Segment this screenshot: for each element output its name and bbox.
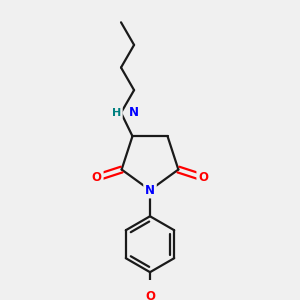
Text: O: O xyxy=(145,290,155,300)
Text: O: O xyxy=(198,171,208,184)
Text: O: O xyxy=(92,171,102,184)
Text: H: H xyxy=(112,108,121,118)
Text: N: N xyxy=(128,106,139,119)
Text: N: N xyxy=(145,184,155,197)
